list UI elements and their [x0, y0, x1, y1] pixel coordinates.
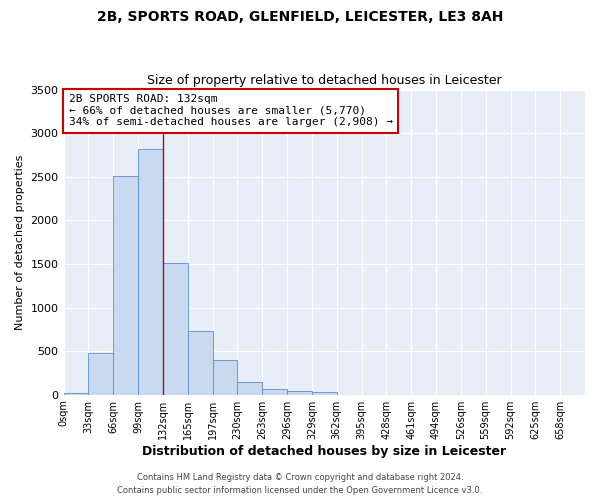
Y-axis label: Number of detached properties: Number of detached properties — [15, 154, 25, 330]
Bar — [312, 392, 337, 394]
Bar — [212, 360, 238, 394]
Text: 2B, SPORTS ROAD, GLENFIELD, LEICESTER, LE3 8AH: 2B, SPORTS ROAD, GLENFIELD, LEICESTER, L… — [97, 10, 503, 24]
Text: 2B SPORTS ROAD: 132sqm
← 66% of detached houses are smaller (5,770)
34% of semi-: 2B SPORTS ROAD: 132sqm ← 66% of detached… — [69, 94, 393, 128]
Bar — [163, 263, 188, 394]
Bar — [64, 392, 88, 394]
Title: Size of property relative to detached houses in Leicester: Size of property relative to detached ho… — [147, 74, 502, 87]
Bar — [287, 391, 312, 394]
Text: Contains HM Land Registry data © Crown copyright and database right 2024.
Contai: Contains HM Land Registry data © Crown c… — [118, 473, 482, 495]
Bar — [113, 176, 138, 394]
Bar — [238, 382, 262, 394]
X-axis label: Distribution of detached houses by size in Leicester: Distribution of detached houses by size … — [142, 444, 506, 458]
Bar — [188, 331, 212, 394]
Bar — [262, 389, 287, 394]
Bar — [88, 353, 113, 395]
Bar — [138, 149, 163, 394]
